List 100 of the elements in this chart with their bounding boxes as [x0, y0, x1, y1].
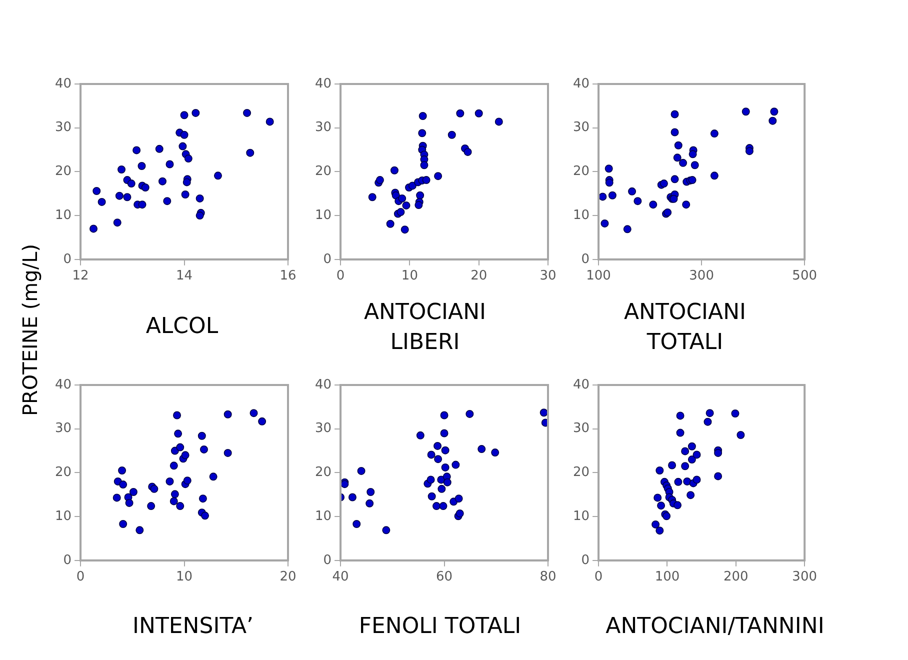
point: [138, 200, 146, 209]
point: [155, 144, 164, 153]
point: [623, 225, 632, 234]
x-tick-label: 0: [594, 570, 603, 585]
point: [166, 160, 174, 168]
point: [448, 130, 456, 139]
point: [670, 110, 679, 118]
point: [398, 194, 406, 202]
point: [683, 477, 692, 486]
x-tick-label: 20: [470, 268, 488, 284]
point: [443, 478, 452, 486]
point: [706, 409, 714, 418]
x-tick-label: 500: [792, 268, 818, 284]
point: [540, 408, 548, 417]
x-tick-label: 0: [336, 268, 345, 284]
point: [634, 197, 642, 206]
point: [466, 410, 474, 418]
point: [214, 172, 222, 180]
point: [396, 208, 405, 216]
y-tick-label: 10: [54, 508, 72, 524]
point: [600, 219, 609, 228]
x-axis-title: INTENSITA’: [132, 613, 254, 641]
point: [246, 148, 254, 157]
point: [681, 447, 690, 456]
point: [692, 450, 701, 459]
point: [420, 161, 428, 170]
point: [196, 194, 204, 202]
point: [176, 443, 184, 452]
point: [123, 193, 132, 202]
point: [118, 466, 126, 475]
point: [163, 197, 172, 206]
point: [209, 472, 218, 481]
point: [408, 182, 416, 190]
point: [714, 448, 722, 457]
y-tick-label: 30: [314, 120, 332, 136]
point: [382, 526, 390, 534]
x-tick-label: 300: [792, 570, 818, 585]
point: [742, 108, 750, 116]
y-tick-label: 10: [572, 208, 590, 223]
y-tick-label: 0: [323, 552, 332, 568]
x-axis-title: ANTOCIANI/TANNINI: [604, 613, 826, 641]
point: [258, 417, 266, 426]
x-tick-label: 16: [280, 268, 296, 284]
point: [224, 410, 232, 418]
x-tick-label: 14: [176, 268, 193, 284]
point: [119, 520, 128, 528]
point: [112, 494, 121, 502]
y-tick-label: 10: [54, 208, 72, 223]
point: [115, 192, 124, 200]
point: [452, 460, 460, 469]
y-tick-label: 40: [54, 377, 72, 392]
point: [649, 200, 658, 209]
point: [196, 212, 204, 220]
point: [670, 128, 679, 136]
point: [178, 142, 187, 150]
point: [736, 430, 745, 439]
x-tick-label: 80: [540, 570, 556, 585]
y-tick-label: 30: [54, 120, 72, 136]
point: [491, 448, 500, 457]
point: [400, 226, 409, 234]
y-tick-label: 40: [54, 76, 72, 92]
point: [352, 520, 361, 528]
point: [348, 493, 356, 502]
point: [129, 488, 138, 496]
point: [478, 445, 486, 454]
point: [418, 129, 426, 138]
point: [432, 502, 440, 510]
point: [426, 476, 435, 484]
point: [714, 472, 722, 480]
point: [670, 175, 679, 184]
point: [628, 187, 636, 196]
y-tick-label: 0: [63, 552, 72, 568]
y-tick-label: 20: [54, 164, 72, 180]
y-tick-label: 20: [54, 465, 72, 480]
point: [690, 161, 699, 170]
point: [673, 154, 682, 162]
point: [674, 501, 682, 510]
point: [250, 409, 258, 418]
point: [173, 411, 182, 420]
x-tick-label: 10: [401, 268, 418, 284]
point: [201, 512, 210, 520]
point: [731, 410, 740, 418]
x-tick-label: 100: [586, 268, 611, 284]
x-axis-title: ALCOL: [144, 313, 220, 341]
y-tick-label: 40: [314, 76, 332, 92]
x-tick-label: 300: [689, 268, 714, 284]
point: [98, 198, 106, 206]
point: [688, 456, 696, 464]
y-tick-label: 20: [572, 164, 590, 180]
point: [386, 220, 394, 228]
point: [224, 448, 232, 457]
point: [402, 201, 410, 210]
point: [422, 176, 430, 184]
point: [357, 466, 366, 475]
point: [464, 148, 472, 156]
point: [704, 418, 712, 426]
point: [416, 431, 424, 440]
y-tick-label: 0: [63, 252, 72, 267]
y-tick-label: 30: [314, 421, 332, 436]
point: [198, 432, 206, 440]
